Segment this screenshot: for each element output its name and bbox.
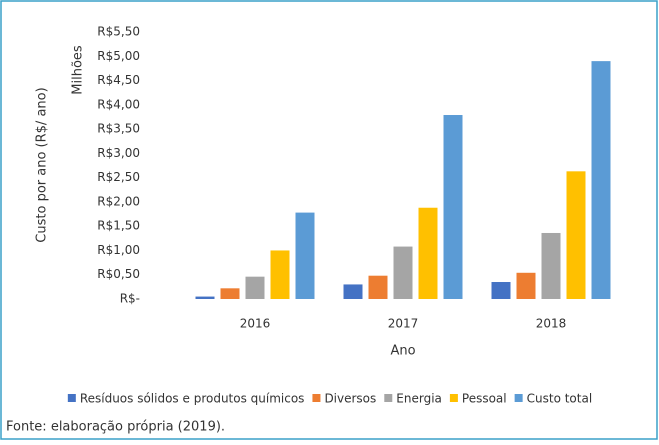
bar: [516, 272, 536, 299]
legend-label: Custo total: [527, 392, 593, 406]
x-axis-label: Ano: [390, 344, 415, 359]
legend-label: Energia: [396, 392, 442, 406]
bar: [295, 212, 315, 299]
y-tick-label: R$-: [120, 292, 140, 306]
legend-swatch: [312, 394, 321, 402]
y-tick-label: R$4,00: [97, 97, 140, 111]
bar: [220, 288, 240, 299]
y-tick-label: R$3,00: [97, 146, 140, 160]
bar: [368, 275, 388, 299]
y-tick-label: R$2,00: [97, 194, 140, 208]
y-tick-label: R$2,50: [97, 170, 140, 184]
bar: [343, 284, 363, 299]
y-axis-label: Custo por ano (R$/ ano): [35, 87, 50, 242]
bar: [591, 61, 611, 299]
bar: [270, 250, 290, 299]
x-tick-label: 2018: [536, 317, 567, 331]
y-tick-label: R$3,50: [97, 122, 140, 136]
bar: [491, 282, 511, 299]
legend-swatch: [67, 394, 76, 402]
legend-swatch: [514, 394, 523, 402]
y-tick-label: R$1,50: [97, 219, 140, 233]
y-tick-label: R$0,50: [97, 267, 140, 281]
bar: [393, 246, 413, 299]
legend-label: Resíduos sólidos e produtos químicos: [80, 392, 305, 406]
y-tick-label: R$5,50: [97, 25, 140, 39]
caption: Fonte: elaboração própria (2019).: [6, 420, 225, 435]
y-unit-label: Milhões: [71, 45, 86, 95]
bar: [566, 171, 586, 299]
legend-label: Diversos: [324, 392, 376, 406]
legend-label: Pessoal: [462, 392, 507, 406]
bar: [195, 296, 215, 299]
bar: [443, 115, 463, 299]
x-tick-label: 2016: [240, 317, 271, 331]
bar: [245, 276, 265, 299]
y-tick-label: R$1,00: [97, 243, 140, 257]
y-tick-label: R$4,50: [97, 73, 140, 87]
bar: [541, 232, 561, 299]
legend-swatch: [384, 394, 393, 402]
y-tick-label: R$5,00: [97, 49, 140, 63]
legend-swatch: [449, 394, 458, 402]
bar: [418, 207, 438, 299]
x-tick-label: 2017: [388, 317, 419, 331]
